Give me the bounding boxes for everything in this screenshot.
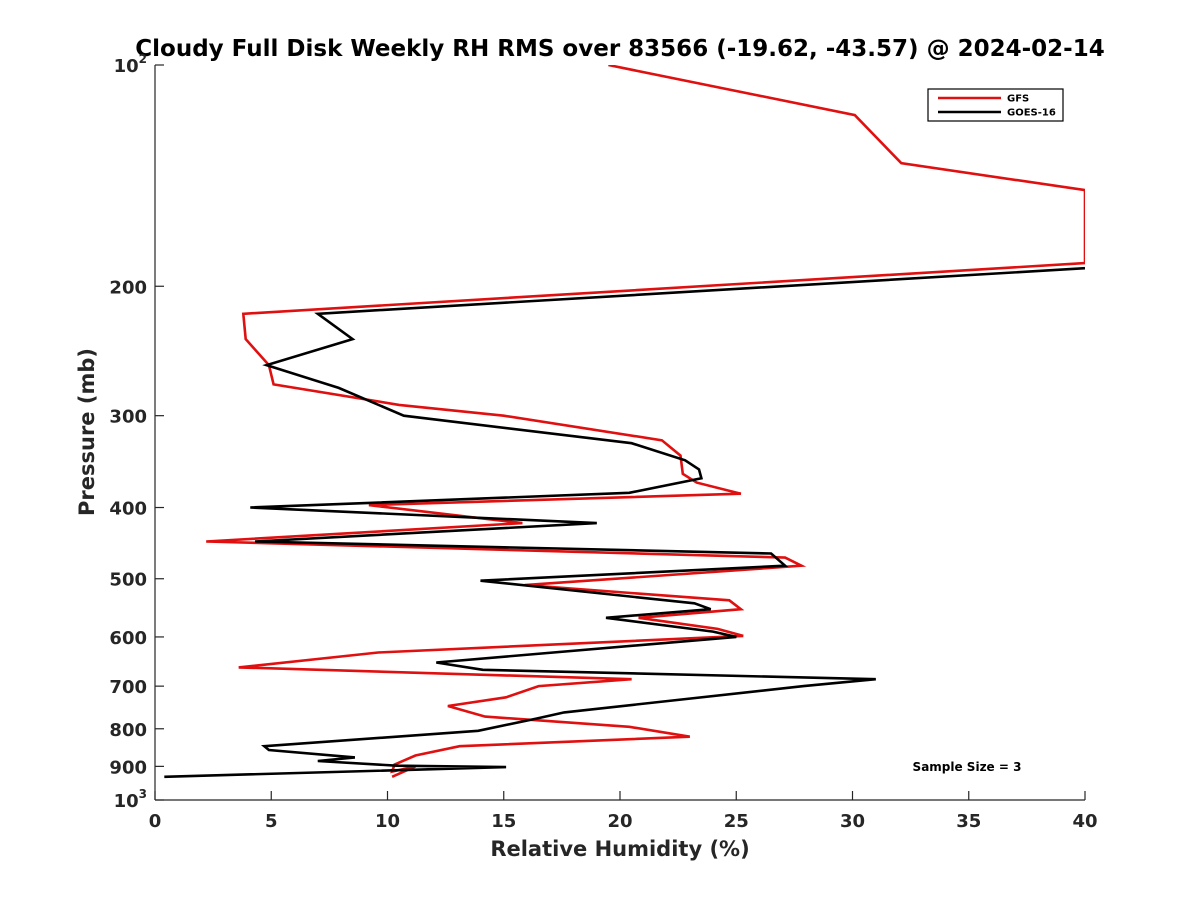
- x-tick-label: 10: [375, 811, 400, 832]
- y-tick-label: 103: [114, 787, 147, 812]
- legend-box: [927, 88, 1064, 122]
- y-tick-label: 102: [114, 52, 147, 77]
- legend-label-1: GOES-16: [1007, 108, 1056, 119]
- y-tick-label: 700: [109, 677, 147, 698]
- x-tick-label: 15: [491, 811, 516, 832]
- y-tick-label: 900: [109, 757, 147, 778]
- series-layer: [164, 65, 1085, 779]
- sample-size-annotation: Sample Size = 3: [913, 760, 1022, 774]
- y-tick-label: 800: [109, 720, 147, 741]
- x-tick-label: 30: [840, 811, 865, 832]
- series-line-0: [206, 65, 1085, 778]
- x-tick-label: 0: [149, 811, 162, 832]
- y-tick-label: 500: [109, 570, 147, 591]
- x-tick-label: 40: [1072, 811, 1097, 832]
- y-tick-label: 400: [109, 499, 147, 520]
- x-tick-label: 25: [724, 811, 749, 832]
- x-tick-label: 5: [265, 811, 278, 832]
- y-tick-label: 600: [109, 628, 147, 649]
- axes-layer: 0 5 10 15 20 25 30 35 40 102 200 300 400 500 600 700 800…: [109, 52, 1097, 832]
- series-line-1: [164, 266, 1085, 779]
- chart-title: Cloudy Full Disk Weekly RH RMS over 8356…: [135, 36, 1104, 62]
- x-axis-label: Relative Humidity (%): [490, 837, 749, 861]
- y-tick-label: 300: [109, 407, 147, 428]
- y-axis-label: Pressure (mb): [75, 348, 99, 516]
- legend: GFS GOES-16: [927, 88, 1064, 122]
- y-tick-label: 200: [109, 277, 147, 298]
- x-tick-label: 35: [956, 811, 981, 832]
- legend-label-0: GFS: [1007, 94, 1029, 105]
- x-tick-label: 20: [607, 811, 632, 832]
